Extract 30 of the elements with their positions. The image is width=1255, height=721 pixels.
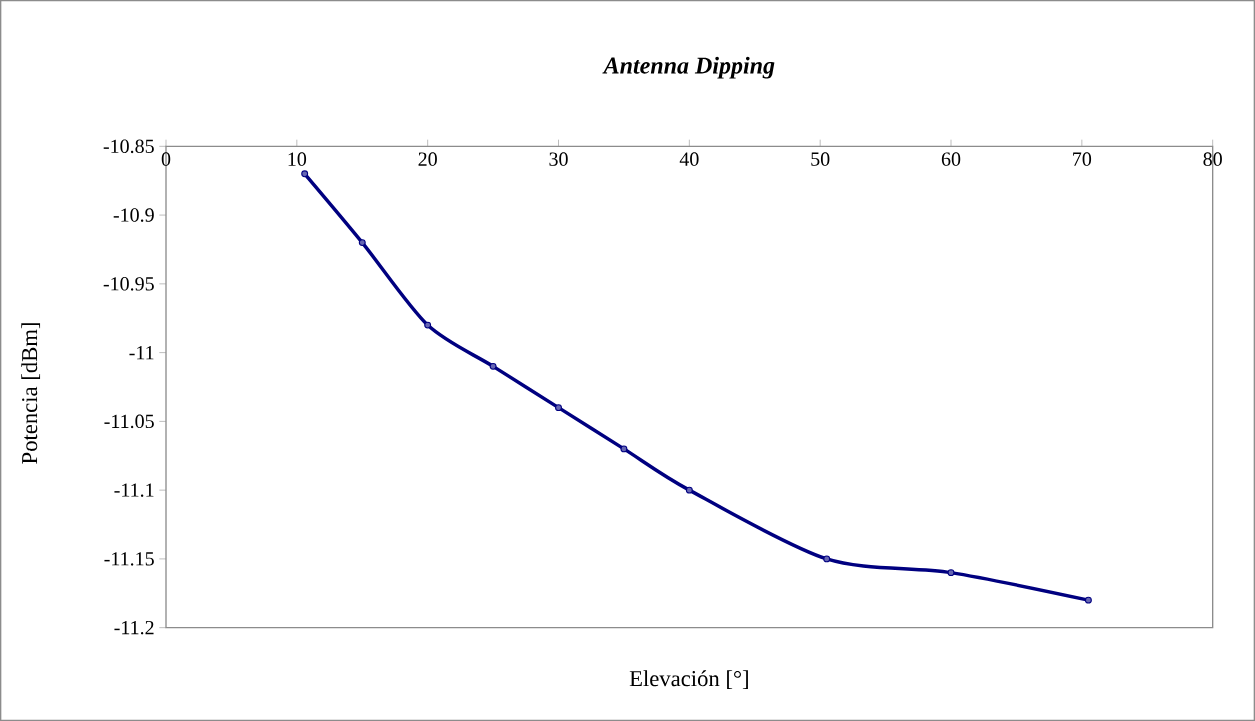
point xyxy=(555,404,562,412)
x-tick-label: 80 xyxy=(1203,152,1222,166)
x-tick-label: 40 xyxy=(679,152,699,166)
chart-title: Antenna Dipping xyxy=(602,56,775,79)
y-tick-label: -11.1 xyxy=(114,483,154,497)
y-tick-label: -10.85 xyxy=(103,139,154,154)
point xyxy=(1084,596,1092,604)
y-tick-label: -11.2 xyxy=(114,620,154,635)
point xyxy=(358,239,366,247)
point xyxy=(685,486,693,494)
point xyxy=(489,362,497,370)
x-tick-label: 10 xyxy=(288,152,307,166)
y-axis-title: Potencia [dBm] xyxy=(21,323,41,464)
x-tick-label: 60 xyxy=(941,152,961,166)
x-axis-title: Elevación [°] xyxy=(629,670,748,690)
point xyxy=(620,445,628,453)
point xyxy=(424,321,432,329)
x-tick-label: 70 xyxy=(1073,152,1092,166)
y-tick-label: -11 xyxy=(129,346,154,360)
y-tick-label: -10.9 xyxy=(113,208,154,222)
y-tick-label: -11.15 xyxy=(104,552,154,566)
y-tick-label: -11.05 xyxy=(104,414,154,429)
point xyxy=(301,170,309,178)
x-tick-label: 30 xyxy=(549,152,568,166)
point xyxy=(823,555,831,563)
y-tick-label: -10.95 xyxy=(103,277,154,291)
point xyxy=(947,569,955,577)
x-tick-label: 0 xyxy=(161,152,171,166)
x-tick-label: 20 xyxy=(418,152,437,166)
x-tick-label: 50 xyxy=(811,152,830,166)
